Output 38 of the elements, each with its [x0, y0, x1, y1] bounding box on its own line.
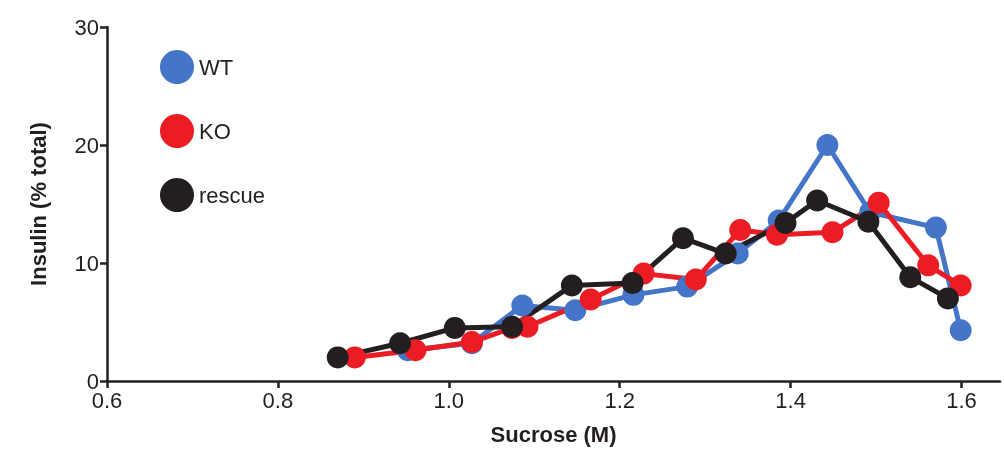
point	[621, 272, 644, 295]
point	[949, 274, 972, 297]
point	[949, 319, 972, 342]
x-tick-label: 0.8	[262, 387, 294, 413]
legend-label: WT	[199, 54, 234, 80]
x-tick-label: 1.6	[946, 387, 977, 413]
y-axis-title: Insulin (% total)	[25, 122, 51, 286]
y-tick-label: 30	[74, 14, 99, 40]
point	[821, 221, 844, 244]
point	[774, 211, 797, 234]
point	[857, 210, 880, 233]
x-tick-label: 1.0	[433, 387, 465, 413]
point	[936, 287, 959, 310]
x-axis-title: Sucrose (M)	[490, 421, 617, 447]
x-tick-label: 1.4	[775, 387, 806, 413]
point	[684, 268, 707, 291]
point	[899, 266, 922, 289]
point	[729, 218, 752, 241]
y-tick-label: 10	[74, 250, 99, 276]
point	[816, 134, 839, 156]
point	[671, 227, 694, 250]
y-tick-label: 0	[86, 368, 99, 394]
point	[389, 332, 412, 355]
point	[560, 274, 583, 297]
point	[564, 299, 587, 322]
x-tick-label: 1.2	[604, 387, 636, 413]
point	[924, 216, 947, 239]
point	[579, 288, 602, 311]
legend-label: rescue	[199, 182, 266, 208]
point	[443, 316, 466, 339]
point	[806, 189, 829, 212]
point	[326, 346, 349, 369]
legend-label: KO	[199, 118, 231, 144]
y-tick-label: 20	[74, 132, 99, 158]
point	[917, 254, 940, 277]
point	[867, 191, 890, 214]
point	[714, 242, 737, 265]
point	[511, 294, 534, 317]
